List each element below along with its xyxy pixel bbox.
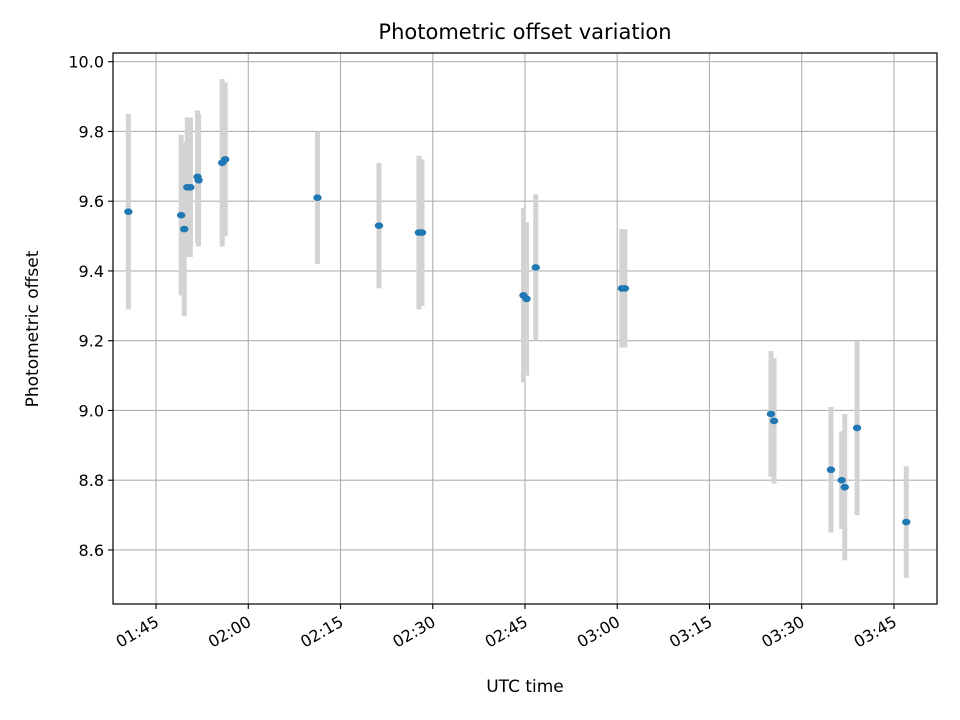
y-tick-label: 9.2 xyxy=(79,332,104,351)
y-tick-label: 10.0 xyxy=(68,53,104,72)
y-tick-label: 9.8 xyxy=(79,122,104,141)
data-point xyxy=(766,410,776,418)
data-point xyxy=(852,424,862,432)
data-point xyxy=(176,211,186,219)
data-point xyxy=(221,156,230,163)
data-point xyxy=(620,285,630,292)
data-point xyxy=(769,417,779,425)
data-points xyxy=(124,156,911,526)
data-point xyxy=(840,483,849,491)
x-axis-label: UTC time xyxy=(486,677,564,697)
data-point xyxy=(826,466,836,474)
chart-title: Photometric offset variation xyxy=(378,20,671,44)
data-point xyxy=(902,518,911,526)
y-tick-label: 9.6 xyxy=(79,192,104,211)
data-point xyxy=(531,264,540,271)
data-point xyxy=(522,295,531,303)
data-point xyxy=(180,225,189,233)
data-point xyxy=(124,208,133,215)
data-point xyxy=(417,229,427,236)
y-axis-label: Photometric offset xyxy=(23,250,43,407)
data-point xyxy=(313,194,322,202)
data-point xyxy=(194,176,203,184)
y-tick-label: 9.4 xyxy=(79,262,104,281)
data-point xyxy=(837,476,846,484)
data-point xyxy=(374,222,384,229)
y-tick-label: 9.0 xyxy=(79,401,104,420)
y-tick-label: 8.8 xyxy=(79,471,104,490)
data-point xyxy=(186,183,195,191)
y-tick-label: 8.6 xyxy=(79,541,104,560)
